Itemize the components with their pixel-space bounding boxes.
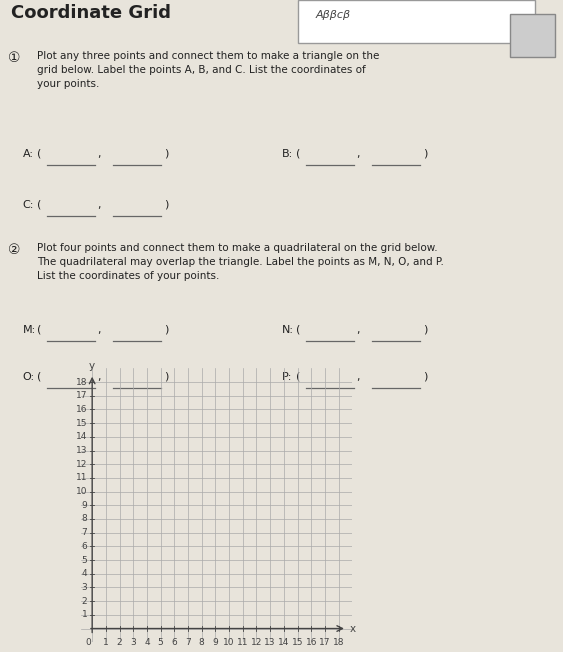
Text: 15: 15 bbox=[292, 638, 303, 647]
Text: 2: 2 bbox=[82, 597, 87, 606]
Text: (: ( bbox=[37, 200, 41, 209]
Text: 11: 11 bbox=[237, 638, 248, 647]
Text: 9: 9 bbox=[82, 501, 87, 510]
Text: ,: , bbox=[97, 200, 101, 209]
Text: ,: , bbox=[356, 149, 360, 158]
Text: Coordinate Grid: Coordinate Grid bbox=[11, 4, 171, 22]
Text: 17: 17 bbox=[319, 638, 330, 647]
Text: 3: 3 bbox=[82, 583, 87, 592]
Text: M:: M: bbox=[23, 325, 36, 334]
Text: 4: 4 bbox=[82, 569, 87, 578]
Text: ,: , bbox=[356, 325, 360, 334]
Text: 16: 16 bbox=[76, 405, 87, 414]
Text: ,: , bbox=[356, 372, 360, 381]
Text: 6: 6 bbox=[172, 638, 177, 647]
Text: 1: 1 bbox=[103, 638, 109, 647]
Text: ,: , bbox=[97, 149, 101, 158]
Text: (: ( bbox=[37, 149, 41, 158]
Text: 5: 5 bbox=[82, 556, 87, 565]
Text: C:: C: bbox=[23, 200, 34, 209]
Text: ): ) bbox=[164, 372, 168, 381]
Text: 12: 12 bbox=[251, 638, 262, 647]
Text: ): ) bbox=[164, 200, 168, 209]
Text: 7: 7 bbox=[185, 638, 191, 647]
Text: ): ) bbox=[423, 325, 427, 334]
Text: 9: 9 bbox=[212, 638, 218, 647]
Text: 12: 12 bbox=[76, 460, 87, 469]
Text: y: y bbox=[89, 361, 95, 371]
Text: ): ) bbox=[423, 149, 427, 158]
Text: 0: 0 bbox=[85, 638, 91, 647]
Text: 4: 4 bbox=[144, 638, 150, 647]
Text: (: ( bbox=[296, 149, 300, 158]
Text: 15: 15 bbox=[76, 419, 87, 428]
Text: 18: 18 bbox=[76, 378, 87, 387]
Text: 6: 6 bbox=[82, 542, 87, 551]
Text: ): ) bbox=[164, 325, 168, 334]
Text: 7: 7 bbox=[82, 528, 87, 537]
Text: 8: 8 bbox=[199, 638, 204, 647]
Text: ②: ② bbox=[8, 243, 21, 256]
Text: Plot any three points and connect them to make a triangle on the
grid below. Lab: Plot any three points and connect them t… bbox=[37, 51, 379, 89]
Text: Aββcβ: Aββcβ bbox=[315, 10, 350, 20]
Text: ①: ① bbox=[8, 51, 21, 65]
Text: ,: , bbox=[97, 372, 101, 381]
Text: B:: B: bbox=[282, 149, 293, 158]
Text: (: ( bbox=[296, 325, 300, 334]
Text: 14: 14 bbox=[76, 432, 87, 441]
FancyBboxPatch shape bbox=[298, 0, 535, 43]
Text: (: ( bbox=[296, 372, 300, 381]
FancyBboxPatch shape bbox=[510, 14, 555, 57]
Text: x: x bbox=[350, 623, 356, 634]
Text: 17: 17 bbox=[76, 391, 87, 400]
Text: 1: 1 bbox=[82, 610, 87, 619]
Text: 16: 16 bbox=[306, 638, 317, 647]
Text: P:: P: bbox=[282, 372, 292, 381]
Text: 11: 11 bbox=[76, 473, 87, 482]
Text: 2: 2 bbox=[117, 638, 122, 647]
Text: 10: 10 bbox=[224, 638, 235, 647]
Text: 10: 10 bbox=[76, 487, 87, 496]
Text: 8: 8 bbox=[82, 514, 87, 524]
Text: ): ) bbox=[164, 149, 168, 158]
Text: 18: 18 bbox=[333, 638, 345, 647]
Text: 5: 5 bbox=[158, 638, 163, 647]
Text: O:: O: bbox=[23, 372, 35, 381]
Text: N:: N: bbox=[282, 325, 293, 334]
Text: Plot four points and connect them to make a quadrilateral on the grid below.
The: Plot four points and connect them to mak… bbox=[37, 243, 444, 280]
Text: (: ( bbox=[37, 372, 41, 381]
Text: 3: 3 bbox=[131, 638, 136, 647]
Text: 13: 13 bbox=[76, 446, 87, 455]
Text: 13: 13 bbox=[265, 638, 276, 647]
Text: A:: A: bbox=[23, 149, 34, 158]
Text: (: ( bbox=[37, 325, 41, 334]
Text: ,: , bbox=[97, 325, 101, 334]
Text: 14: 14 bbox=[278, 638, 289, 647]
Text: ): ) bbox=[423, 372, 427, 381]
